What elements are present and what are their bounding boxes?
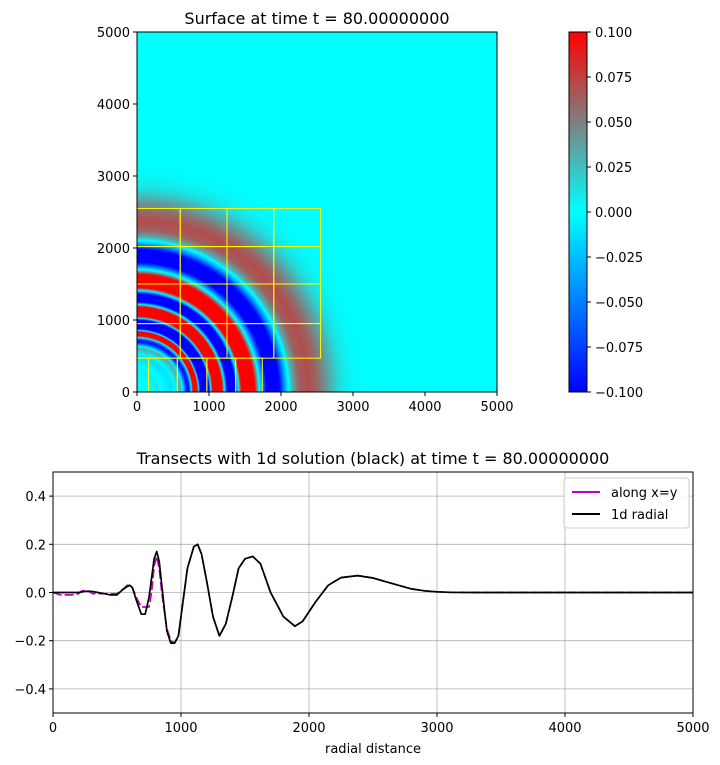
series-line-1 — [53, 543, 693, 644]
refinement-patch — [273, 207, 322, 248]
transect-title: Transects with 1d solution (black) at ti… — [136, 449, 610, 468]
y-tick-label: 1000 — [97, 314, 130, 329]
colorbar-tick-label: −0.025 — [595, 251, 643, 266]
transect-y-axis: 0.4 0.2 0.0 −0.2 −0.4 — [14, 490, 53, 698]
x-tick-label: 4000 — [408, 400, 441, 415]
heatmap-frame — [136, 31, 498, 393]
x-tick-label: 2000 — [264, 400, 297, 415]
transect-series — [53, 543, 693, 644]
y-tick-label: −0.2 — [14, 635, 46, 650]
heatmap-plot — [136, 31, 498, 393]
x-tick-label: 1000 — [164, 721, 197, 736]
transect-plot — [52, 471, 694, 714]
colorbar-ticks: 0.100 0.075 0.050 0.025 0.000 −0.025 −0.050 −0.… — [587, 26, 643, 401]
refinement-patch — [235, 357, 263, 392]
x-tick-label: 5000 — [480, 400, 513, 415]
colorbar-tick-label: 0.050 — [595, 116, 632, 131]
colorbar-tick-label: −0.075 — [595, 341, 643, 356]
y-tick-label: 0.2 — [25, 538, 46, 553]
transect-x-label: radial distance — [325, 742, 421, 757]
x-tick-label: 2000 — [292, 721, 325, 736]
y-tick-label: 0.4 — [25, 490, 46, 505]
colorbar-tick-label: 0.000 — [595, 206, 632, 221]
x-tick-label: 0 — [49, 721, 57, 736]
colorbar-tick-label: 0.100 — [595, 26, 632, 41]
legend-label-along-xy: along x=y — [611, 486, 678, 501]
colorbar-tick-label: −0.050 — [595, 296, 643, 311]
x-tick-label: 3000 — [336, 400, 369, 415]
legend-box — [563, 477, 690, 529]
y-tick-label: −0.4 — [14, 683, 46, 698]
colorbar-gradient — [568, 31, 588, 393]
heatmap-x-axis: 0 1000 2000 3000 4000 5000 — [133, 392, 514, 415]
x-tick-label: 5000 — [676, 721, 709, 736]
transect-x-axis: 0 1000 2000 3000 4000 5000 — [49, 713, 710, 736]
legend: along x=y 1d radial — [563, 477, 690, 529]
colorbar: 0.100 0.075 0.050 0.025 0.000 −0.025 −0.050 −0.… — [568, 26, 643, 401]
colorbar-tick-label: 0.075 — [595, 71, 632, 86]
heatmap-title: Surface at time t = 80.00000000 — [184, 9, 449, 28]
heatmap-y-axis: 0 1000 2000 3000 4000 5000 — [97, 26, 137, 401]
colorbar-tick-label: 0.025 — [595, 161, 632, 176]
y-tick-label: 0 — [122, 386, 130, 401]
y-tick-label: 4000 — [97, 98, 130, 113]
y-tick-label: 5000 — [97, 26, 130, 41]
x-tick-label: 0 — [133, 400, 141, 415]
colorbar-tick-label: −0.100 — [595, 386, 643, 401]
x-tick-label: 4000 — [548, 721, 581, 736]
y-tick-label: 2000 — [97, 242, 130, 257]
refinement-grid — [137, 207, 322, 392]
y-tick-label: 0.0 — [25, 587, 46, 602]
x-tick-label: 1000 — [192, 400, 225, 415]
legend-label-1d-radial: 1d radial — [611, 508, 668, 523]
x-tick-label: 3000 — [420, 721, 453, 736]
y-tick-label: 3000 — [97, 170, 130, 185]
